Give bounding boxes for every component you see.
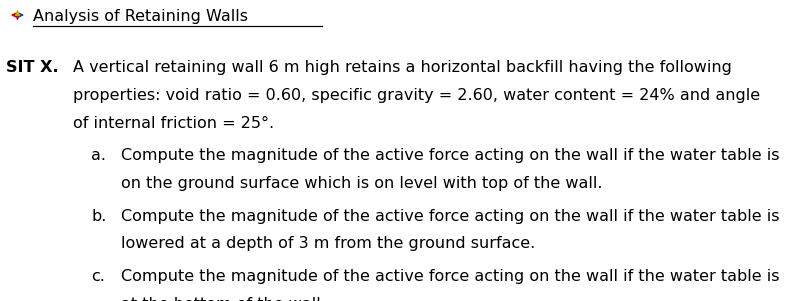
Text: at the bottom of the wall.: at the bottom of the wall. [121,297,326,301]
Text: of internal friction = 25°.: of internal friction = 25°. [73,116,274,131]
Text: Compute the magnitude of the active force acting on the wall if the water table : Compute the magnitude of the active forc… [121,209,779,224]
Text: on the ground surface which is on level with top of the wall.: on the ground surface which is on level … [121,176,603,191]
Text: a.: a. [91,148,107,163]
Text: Compute the magnitude of the active force acting on the wall if the water table : Compute the magnitude of the active forc… [121,148,779,163]
Text: b.: b. [91,209,107,224]
Text: lowered at a depth of 3 m from the ground surface.: lowered at a depth of 3 m from the groun… [121,236,535,251]
Text: c.: c. [91,269,105,284]
Text: A vertical retaining wall 6 m high retains a horizontal backfill having the foll: A vertical retaining wall 6 m high retai… [73,60,732,75]
Text: Analysis of Retaining Walls: Analysis of Retaining Walls [33,9,248,24]
Text: Compute the magnitude of the active force acting on the wall if the water table : Compute the magnitude of the active forc… [121,269,779,284]
Text: SIT X.: SIT X. [6,60,59,75]
Text: properties: void ratio = 0.60, specific gravity = 2.60, water content = 24% and : properties: void ratio = 0.60, specific … [73,88,760,103]
